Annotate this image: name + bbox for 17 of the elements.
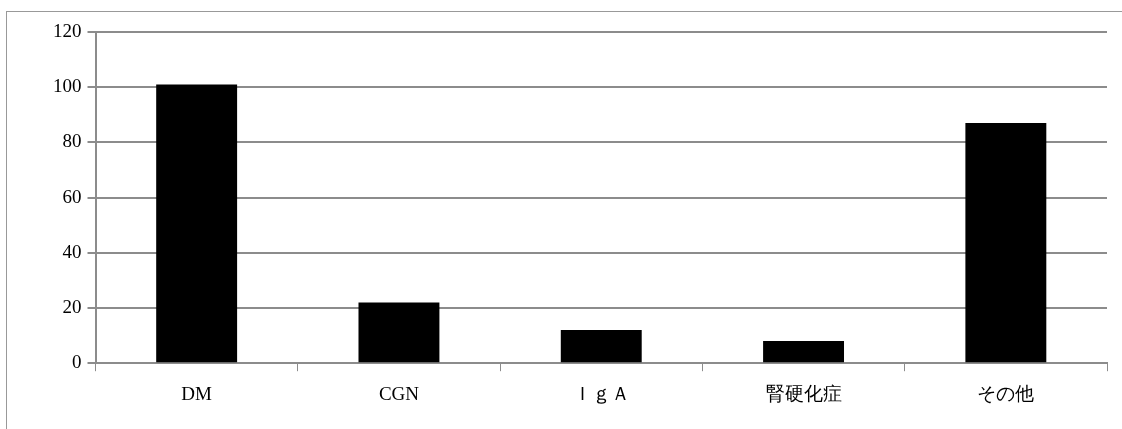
y-tick-label: 80 xyxy=(62,130,82,152)
x-tick-label: ＩｇＡ xyxy=(572,382,630,404)
x-tick-label: 腎硬化症 xyxy=(765,382,842,404)
x-tick-label: DM xyxy=(181,382,213,404)
y-tick-label: 60 xyxy=(62,185,82,207)
x-tick-label: その他 xyxy=(977,382,1035,404)
y-tick-label: 20 xyxy=(62,295,82,317)
y-tick-label: 40 xyxy=(62,240,82,262)
bar xyxy=(763,341,845,363)
bar xyxy=(965,123,1047,363)
y-tick-label: 120 xyxy=(53,19,82,41)
x-tick-label: CGN xyxy=(378,382,420,404)
bar xyxy=(358,302,440,363)
y-tick-label: 100 xyxy=(53,75,82,97)
bar xyxy=(560,330,642,363)
bar xyxy=(156,84,238,363)
y-tick-label: 0 xyxy=(72,351,82,373)
